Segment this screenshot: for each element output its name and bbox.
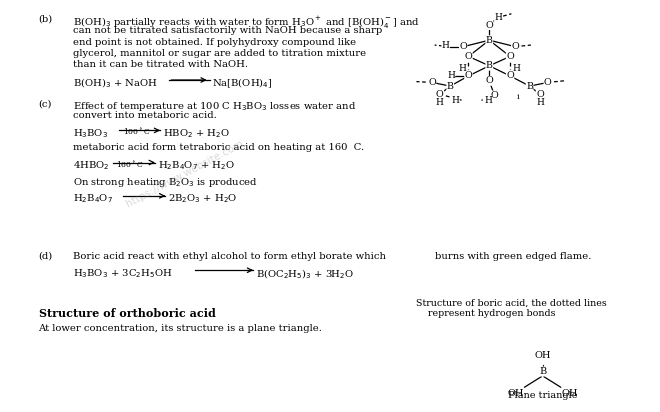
- Text: end point is not obtained. If polyhydroxy compound like: end point is not obtained. If polyhydrox…: [73, 38, 356, 47]
- Text: O: O: [436, 90, 444, 99]
- Text: O: O: [512, 42, 519, 51]
- Text: Effect of temperature at 100 C H$_3$BO$_3$ losses water and: Effect of temperature at 100 C H$_3$BO$_…: [73, 100, 356, 112]
- Text: H$_3$BO$_3$: H$_3$BO$_3$: [73, 127, 108, 140]
- Text: B: B: [447, 82, 453, 91]
- Text: 100$^\circ$C: 100$^\circ$C: [123, 127, 150, 138]
- Text: H: H: [458, 64, 466, 73]
- Text: Plane triangle: Plane triangle: [508, 391, 578, 400]
- Text: H$_2$B$_4$O$_7$: H$_2$B$_4$O$_7$: [73, 192, 113, 206]
- Text: i: i: [517, 94, 519, 101]
- Text: B(OH)$_3$ partially reacts with water to form H$_3$O$^+$ and [B(OH)$_4^-$] and: B(OH)$_3$ partially reacts with water to…: [73, 15, 420, 31]
- Text: O: O: [459, 42, 467, 51]
- Text: can not be titrated satisfactorily with NaOH because a sharp: can not be titrated satisfactorily with …: [73, 26, 382, 35]
- Text: B: B: [526, 82, 533, 91]
- Text: O: O: [490, 91, 498, 100]
- Text: At lower concentration, its structure is a plane triangle.: At lower concentration, its structure is…: [38, 324, 323, 333]
- Text: B: B: [486, 61, 493, 70]
- Text: glycerol, mannitol or sugar are added to titration mixture: glycerol, mannitol or sugar are added to…: [73, 49, 366, 58]
- Text: than it can be titrated with NaOH.: than it can be titrated with NaOH.: [73, 61, 248, 70]
- Text: (d): (d): [38, 251, 53, 260]
- Text: OH: OH: [562, 389, 578, 398]
- Text: HBO$_2$ + H$_2$O: HBO$_2$ + H$_2$O: [163, 127, 230, 140]
- Text: O: O: [506, 71, 514, 80]
- Text: B: B: [539, 367, 546, 376]
- Text: B(OH)$_3$ + NaOH: B(OH)$_3$ + NaOH: [73, 77, 158, 90]
- Text: H: H: [436, 98, 444, 107]
- Text: On strong heating B$_2$O$_3$ is produced: On strong heating B$_2$O$_3$ is produced: [73, 176, 258, 190]
- Text: burns with green edged flame.: burns with green edged flame.: [436, 251, 591, 260]
- Text: O: O: [506, 52, 514, 61]
- Text: https://www.website.com: https://www.website.com: [125, 138, 246, 209]
- Text: O: O: [536, 90, 544, 99]
- Text: (b): (b): [38, 15, 53, 24]
- Text: O: O: [465, 52, 473, 61]
- Text: convert into metaboric acid.: convert into metaboric acid.: [73, 111, 216, 120]
- Text: Boric acid react with ethyl alcohol to form ethyl borate which: Boric acid react with ethyl alcohol to f…: [73, 251, 386, 260]
- Text: H: H: [494, 12, 502, 21]
- Text: Structure of orthoboric acid: Structure of orthoboric acid: [38, 308, 215, 318]
- Text: B(OC$_2$H$_5$)$_3$ + 3H$_2$O: B(OC$_2$H$_5$)$_3$ + 3H$_2$O: [256, 267, 354, 281]
- Text: H: H: [484, 96, 492, 105]
- Text: O: O: [544, 78, 552, 87]
- Text: H: H: [442, 41, 449, 50]
- Text: O: O: [485, 21, 493, 30]
- Text: H: H: [513, 64, 521, 73]
- Text: H: H: [536, 98, 544, 107]
- Text: 160$^\circ$C: 160$^\circ$C: [116, 159, 143, 170]
- Text: (c): (c): [38, 100, 52, 108]
- Text: Structure of boric acid, the dotted lines
    represent hydrogen bonds: Structure of boric acid, the dotted line…: [416, 299, 607, 318]
- Text: O: O: [428, 78, 436, 87]
- Text: B: B: [486, 36, 493, 44]
- Text: metaboric acid form tetraboric acid on heating at 160  C.: metaboric acid form tetraboric acid on h…: [73, 143, 364, 152]
- Text: O: O: [485, 76, 493, 85]
- Text: H$_3$BO$_3$ + 3C$_2$H$_5$OH: H$_3$BO$_3$ + 3C$_2$H$_5$OH: [73, 267, 173, 280]
- Text: H$_2$B$_4$O$_7$ + H$_2$O: H$_2$B$_4$O$_7$ + H$_2$O: [158, 159, 234, 172]
- Text: OH: OH: [535, 351, 551, 360]
- Text: 2B$_2$O$_3$ + H$_2$O: 2B$_2$O$_3$ + H$_2$O: [168, 192, 238, 206]
- Text: 4HBO$_2$: 4HBO$_2$: [73, 159, 110, 172]
- Text: O: O: [465, 71, 473, 80]
- Text: H: H: [447, 71, 455, 80]
- Text: Na[B(OH)$_4$]: Na[B(OH)$_4$]: [213, 77, 273, 90]
- Text: OH: OH: [507, 389, 523, 398]
- Text: H: H: [451, 96, 459, 105]
